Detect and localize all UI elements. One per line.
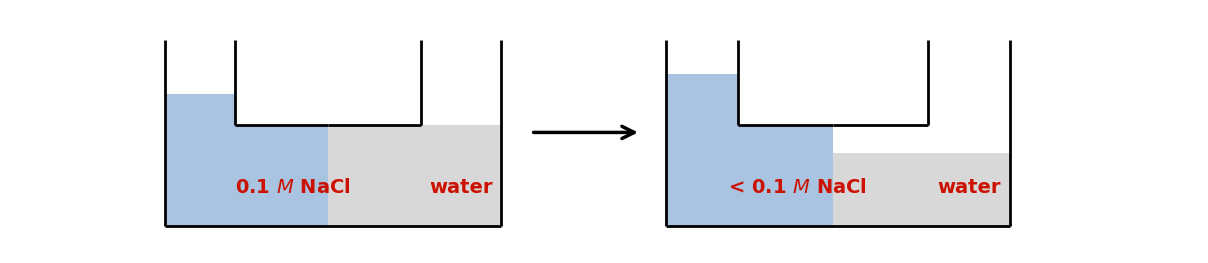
Text: < 0.1 $\it{M}$ NaCl: < 0.1 $\it{M}$ NaCl <box>727 178 866 197</box>
Bar <box>165 94 234 125</box>
Text: water: water <box>937 178 1000 197</box>
Bar <box>834 153 1010 226</box>
Bar <box>667 125 834 226</box>
Text: water: water <box>429 178 493 197</box>
Bar <box>667 74 738 125</box>
Text: 0.1 $\it{M}$ NaCl: 0.1 $\it{M}$ NaCl <box>236 178 350 197</box>
Bar <box>165 125 327 226</box>
Bar <box>327 125 501 226</box>
